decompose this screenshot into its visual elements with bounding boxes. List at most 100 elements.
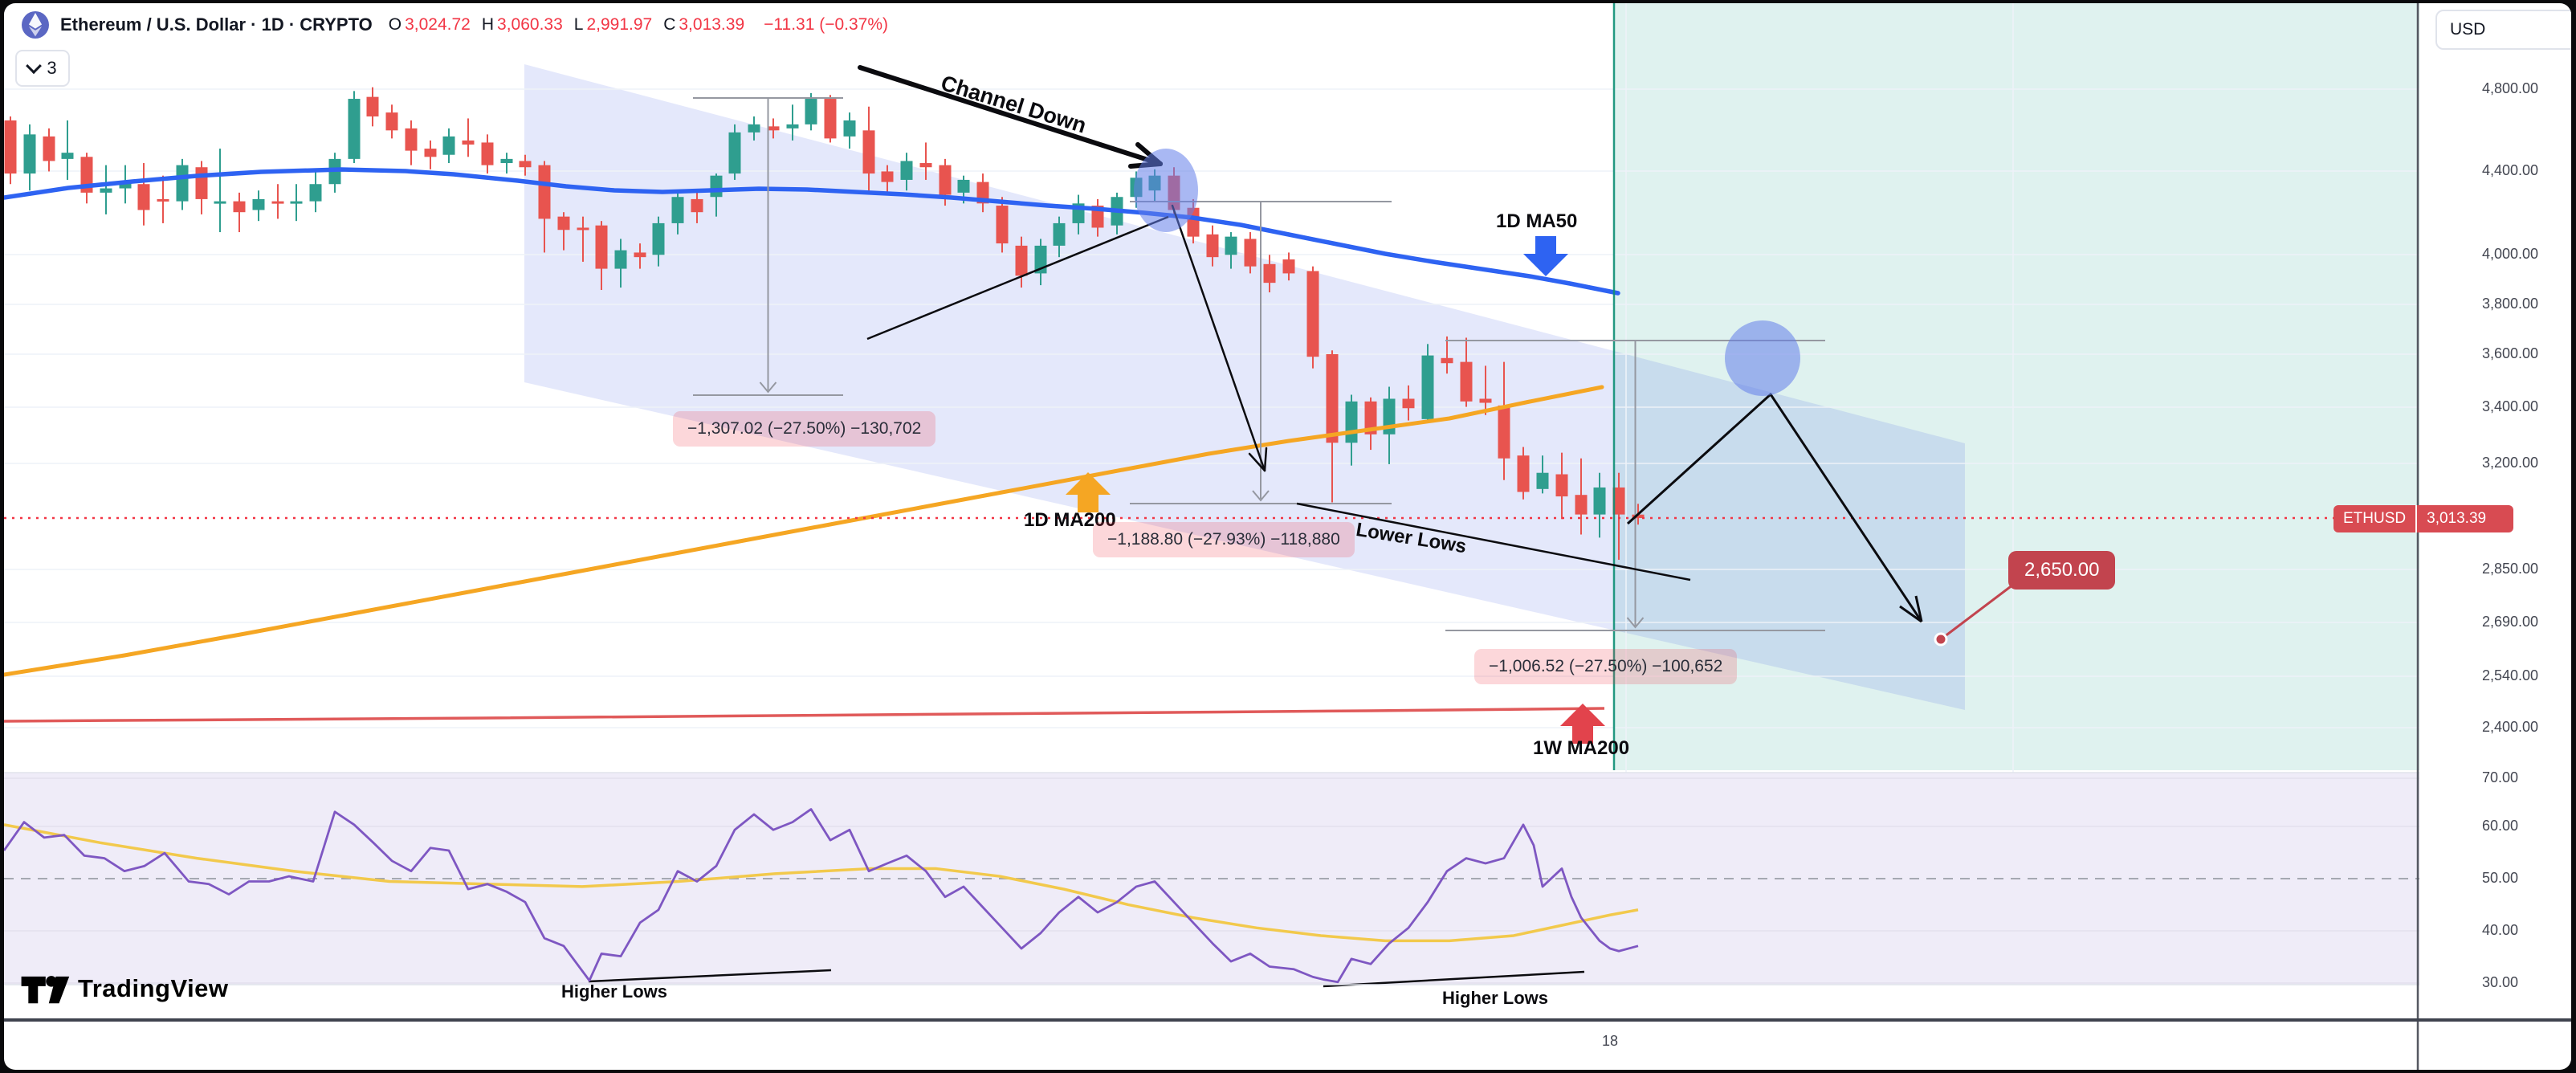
weekly-ma200-label[interactable]: 1W MA200 xyxy=(1533,737,1630,759)
higher-lows-label-2[interactable]: Higher Lows xyxy=(1442,988,1549,1008)
candle-body xyxy=(214,201,226,204)
measurement-label-3[interactable]: −1,006.52 (−27.50%) −100,652 xyxy=(1474,649,1738,684)
candle-body xyxy=(290,201,303,204)
breakdown-arrow-head xyxy=(1248,452,1266,472)
ruler-arrowhead xyxy=(1252,490,1270,502)
candle-body xyxy=(157,198,169,202)
ruler-arrowhead xyxy=(759,381,777,394)
candle-body xyxy=(348,99,361,159)
chevron-down-icon xyxy=(26,58,43,75)
candle-body xyxy=(671,197,684,223)
symbol-title[interactable]: Ethereum / U.S. Dollar · 1D · CRYPTO xyxy=(60,14,373,35)
candle-body xyxy=(862,130,875,174)
candle-body xyxy=(1206,234,1219,258)
price-tick-label: 3,800.00 xyxy=(2482,296,2539,312)
candle-body xyxy=(1460,361,1473,402)
time-axis-label[interactable]: 18 xyxy=(1602,1033,1619,1049)
candle-body xyxy=(1479,398,1492,403)
candle-body xyxy=(805,99,817,124)
candle-body xyxy=(996,206,1009,244)
rsi-tick-label: 30.00 xyxy=(2482,974,2519,990)
candle-body xyxy=(1306,271,1319,357)
projection-arrowhead xyxy=(1914,595,1923,622)
candle-body xyxy=(1536,472,1549,489)
candle-body xyxy=(100,188,112,193)
ma50-label[interactable]: 1D MA50 xyxy=(1496,210,1578,232)
candle-body xyxy=(824,99,837,139)
candle-body xyxy=(195,167,208,199)
ma200-line xyxy=(4,385,1604,677)
high-label: H xyxy=(481,15,495,34)
candle-body xyxy=(1632,514,1645,519)
candle-body xyxy=(23,134,36,174)
candle-body xyxy=(1326,354,1339,443)
rsi-ma-line xyxy=(4,823,1639,943)
ma50-line xyxy=(4,167,1620,296)
last-price-tag: ETHUSD 3,013.39 xyxy=(2333,505,2514,532)
candle-body xyxy=(405,128,418,151)
candle-body xyxy=(233,201,246,213)
price-tick-label: 3,400.00 xyxy=(2482,398,2539,414)
price-chart-canvas[interactable] xyxy=(4,3,2571,1070)
highlight-circle xyxy=(1725,320,1800,396)
candle-body xyxy=(957,179,970,193)
highlight-circle xyxy=(1134,149,1198,232)
low-value: 2,991.97 xyxy=(586,15,653,34)
price-tick-label: 4,800.00 xyxy=(2482,80,2539,96)
trendline xyxy=(1296,502,1691,581)
measurement-label-1[interactable]: −1,307.02 (−27.50%) −130,702 xyxy=(673,411,936,447)
last-price-symbol: ETHUSD xyxy=(2333,505,2418,532)
currency-selector[interactable]: USD xyxy=(2435,10,2571,50)
candle-body xyxy=(748,124,760,133)
tradingview-logo[interactable]: TradingView xyxy=(20,970,229,1007)
candle-body xyxy=(500,158,513,164)
candle-body xyxy=(442,136,455,155)
ethereum-icon xyxy=(22,11,49,39)
low-label: L xyxy=(573,15,584,34)
indicators-collapse-chip[interactable]: 3 xyxy=(15,50,70,87)
close-label: C xyxy=(663,15,676,34)
last-price-value: 3,013.39 xyxy=(2417,505,2514,532)
ohlc-readout: O 3,024.72 H 3,060.33 L 2,991.97 C 3,013.39 xyxy=(389,15,744,35)
price-tick-label: 2,850.00 xyxy=(2482,561,2539,577)
candle-body xyxy=(577,227,589,231)
candle-body xyxy=(614,250,627,269)
higher-lows-label-1[interactable]: Higher Lows xyxy=(561,981,668,1002)
candle-body xyxy=(1575,495,1588,515)
ma-pointer-arrow xyxy=(1560,704,1605,744)
rsi-tick-label: 60.00 xyxy=(2482,818,2519,834)
target-dot xyxy=(1934,632,1948,647)
channel-down-zone xyxy=(524,64,1965,710)
ma-pointer-arrow xyxy=(1066,472,1111,512)
breakdown-arrow-head xyxy=(1263,447,1268,472)
candle-body xyxy=(176,165,189,202)
measurement-label-2[interactable]: −1,188.80 (−27.93%) −118,880 xyxy=(1093,522,1355,557)
candle-body xyxy=(385,112,398,131)
price-tick-label: 2,540.00 xyxy=(2482,667,2539,683)
candle-body xyxy=(1225,236,1237,255)
candle-body xyxy=(710,175,723,198)
candle-body xyxy=(462,140,475,145)
candle-body xyxy=(481,142,494,165)
candle-body xyxy=(309,184,322,202)
candle-body xyxy=(119,182,132,189)
candle-body xyxy=(634,252,646,258)
rsi-tick-label: 40.00 xyxy=(2482,922,2519,938)
candle-body xyxy=(1364,401,1377,435)
candle-body xyxy=(61,153,74,159)
candle-body xyxy=(728,132,741,174)
candle-body xyxy=(1555,474,1568,497)
tradingview-mark-icon xyxy=(21,976,70,1004)
projection-arrowhead xyxy=(1899,605,1922,623)
breakdown-arrow xyxy=(1171,204,1266,472)
trendline xyxy=(866,215,1169,341)
candle-body xyxy=(1421,355,1434,419)
ma200-label[interactable]: 1D MA200 xyxy=(1024,509,1116,531)
candle-body xyxy=(767,126,780,131)
price-target-badge[interactable]: 2,650.00 xyxy=(2008,551,2116,590)
candle-body xyxy=(1244,239,1257,267)
candle-body xyxy=(1441,357,1453,364)
candle-body xyxy=(1053,222,1066,246)
candle-body xyxy=(900,161,913,180)
candle-body xyxy=(1612,487,1625,515)
